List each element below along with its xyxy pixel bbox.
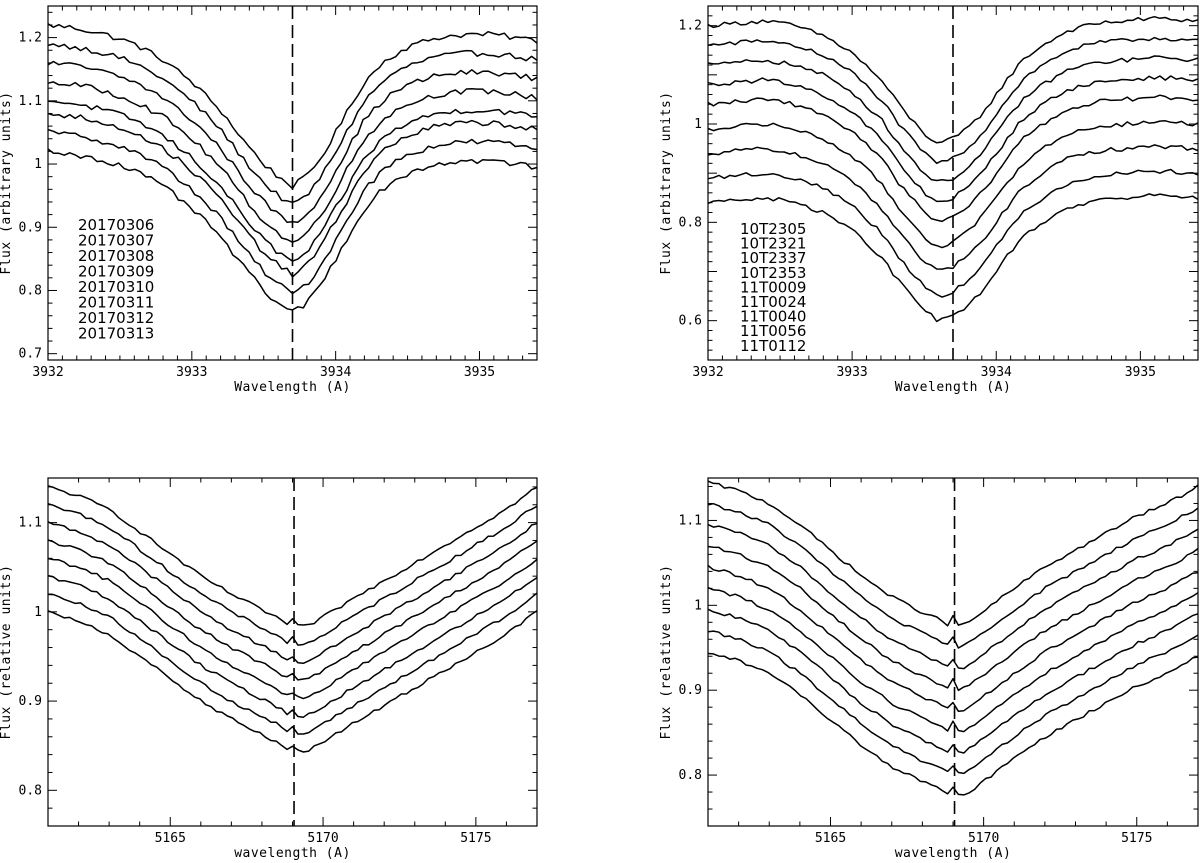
y-tick-label: 1.1 — [19, 516, 42, 531]
y-tick-label: 1.1 — [679, 513, 702, 528]
y-tick-label: 0.9 — [19, 220, 42, 235]
spectrum-line — [47, 592, 538, 735]
legend-entry: 10T2337 — [740, 249, 806, 267]
legend-entry: 10T2305 — [740, 220, 806, 238]
plot-frame — [707, 477, 1199, 827]
x-tick-label: 5165 — [815, 831, 846, 846]
spectrum-line — [47, 148, 538, 311]
legend-entry: 20170307 — [78, 232, 154, 250]
y-tick-label: 1 — [34, 157, 42, 172]
legend-entry: 11T0112 — [740, 337, 806, 355]
x-tick-label: 5170 — [307, 831, 338, 846]
spectrum-line — [47, 485, 538, 626]
spectrum-line — [707, 36, 1198, 165]
panel-top-left: 3932 3933 3934 3935 0.7 0.8 0.9 1 1.1 1.2 Waveleng… — [0, 5, 538, 395]
legend-entry: 10T2321 — [740, 235, 806, 253]
spectrum-line — [47, 557, 538, 700]
spectrum-line — [707, 15, 1199, 144]
x-tick-label: 3932 — [32, 365, 63, 380]
y-tick-label: 0.8 — [679, 215, 702, 230]
x-axis-title: wavelength (A) — [895, 846, 1012, 861]
x-tick-label: 5175 — [1121, 831, 1152, 846]
legend-entry: 10T2353 — [740, 264, 806, 282]
spectrum-line — [47, 574, 538, 718]
legend-entry: 20170312 — [78, 309, 154, 327]
legend-entry: 20170308 — [78, 247, 154, 265]
x-tick-label: 5175 — [460, 831, 491, 846]
y-axis-title: Flux (relative units) — [0, 565, 14, 740]
spectrum-line — [47, 610, 538, 753]
y-axis-title: Flux (arbitrary units) — [659, 91, 674, 274]
spectrum-line — [707, 608, 1199, 754]
spectrum-line — [707, 630, 1199, 775]
y-axis-title: Flux (relative units) — [659, 565, 674, 740]
x-tick-label: 5170 — [968, 831, 999, 846]
spectrum-line — [47, 521, 538, 665]
legend-entry: 20170310 — [78, 278, 154, 296]
y-tick-label: 0.9 — [19, 694, 42, 709]
x-tick-label: 3934 — [320, 365, 351, 380]
x-tick-label: 5165 — [155, 831, 186, 846]
y-tick-label: 0.7 — [19, 347, 42, 362]
x-tick-label: 3935 — [464, 365, 495, 380]
x-axis-title: Wavelength (A) — [895, 380, 1012, 395]
x-tick-label: 3932 — [692, 365, 723, 380]
legend-entry: 20170309 — [78, 263, 154, 281]
panel-bottom-left: 5165 5170 5175 0.8 0.9 1 1.1 wavelength (A) Flux… — [0, 477, 538, 861]
y-tick-label: 1 — [34, 605, 42, 620]
y-tick-label: 0.9 — [679, 683, 702, 698]
spectrum-line — [707, 586, 1199, 733]
legend-entry: 11T0009 — [740, 278, 806, 296]
y-tick-label: 0.8 — [19, 283, 42, 298]
x-tick-label: 3933 — [836, 365, 867, 380]
spectrum-line — [47, 502, 538, 646]
y-tick-label: 1.2 — [679, 19, 702, 34]
x-tick-label: 3934 — [981, 365, 1012, 380]
spectrum-line — [707, 480, 1199, 627]
x-tick-label: 3935 — [1125, 365, 1156, 380]
legend-entry: 20170313 — [78, 325, 154, 343]
legend-entry: 11T0024 — [740, 293, 806, 311]
spectrum-line — [707, 523, 1199, 670]
spectrum-line — [707, 502, 1199, 649]
y-tick-label: 1 — [694, 598, 702, 613]
legend-entry: 20170306 — [78, 216, 154, 234]
y-tick-label: 0.8 — [19, 783, 42, 798]
spectrum-line — [707, 144, 1199, 270]
spectrum-line — [47, 539, 538, 681]
legend-entry: 20170311 — [78, 294, 154, 312]
spectrum-line — [707, 652, 1199, 796]
y-tick-label: 0.8 — [679, 768, 702, 783]
y-axis-title: Flux (arbitrary units) — [0, 91, 14, 274]
x-axis-title: Wavelength (A) — [234, 380, 351, 395]
y-tick-label: 1 — [694, 117, 702, 132]
spectrum-line — [707, 564, 1199, 713]
y-tick-label: 0.6 — [679, 314, 702, 329]
panel-bottom-right: 5165 5170 5175 0.8 0.9 1 1.1 wavelength (A) Flux… — [659, 477, 1199, 861]
x-tick-label: 3933 — [176, 365, 207, 380]
y-tick-label: 1.1 — [19, 94, 42, 109]
legend-entry: 11T0040 — [740, 308, 806, 326]
legend-entry: 11T0056 — [740, 322, 806, 340]
x-axis-title: wavelength (A) — [234, 846, 351, 861]
panel-top-right: 3932 3933 3934 3935 0.6 0.8 1 1.2 Wavelength (A)… — [659, 5, 1199, 395]
plot-frame — [47, 477, 538, 827]
spectrum-line — [707, 545, 1199, 692]
y-tick-label: 1.2 — [19, 31, 42, 46]
